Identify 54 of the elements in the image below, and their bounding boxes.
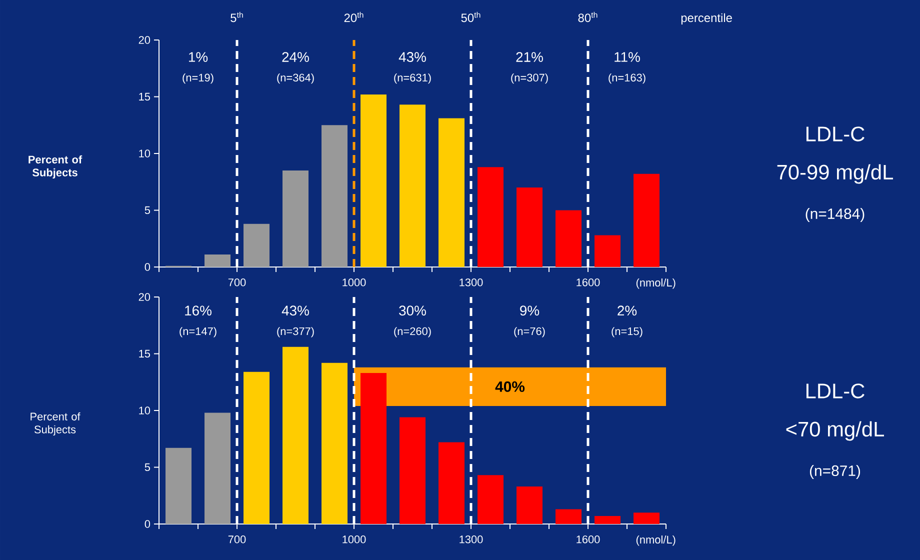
x-tick-label: 1600: [576, 278, 600, 286]
y-tick-label: 0: [144, 263, 150, 271]
annotation: 21%: [516, 52, 543, 62]
x-tick-label: 1300: [460, 278, 483, 286]
x-tick-label: 700: [228, 278, 246, 286]
y-tick-label: 5: [144, 463, 150, 472]
text: (n=1484): [806, 208, 864, 222]
text: LDL-C: [806, 126, 864, 142]
x-tick-label: 1300: [460, 536, 483, 544]
y-tick-label: 15: [139, 350, 150, 358]
annotation: (n=364): [277, 73, 314, 84]
band-label: 40%: [495, 381, 525, 392]
x-tick-label: 1000: [342, 278, 366, 286]
annotation: 9%: [520, 306, 540, 316]
annotation: 11%: [614, 52, 640, 62]
ref-line-label: 20$^{th}$: [344, 12, 364, 22]
annotation: 16%: [185, 306, 212, 316]
annotation: (n=147): [180, 327, 216, 338]
annotation: (n=631): [394, 73, 431, 84]
annotation: (n=307): [511, 73, 548, 84]
y-tick-label: 10: [139, 406, 150, 414]
annotation: 43%: [282, 306, 309, 316]
annotation: 30%: [399, 306, 426, 316]
y-tick-label: 0: [144, 520, 150, 528]
text: 70-99 mg/dL: [777, 164, 894, 184]
y-tick-label: 10: [139, 150, 150, 158]
annotation: (n=76): [514, 327, 545, 338]
text: <70 mg/dL: [786, 421, 884, 441]
ref-line-label: 50$^{th}$: [461, 12, 480, 22]
x-tick-label: 1000: [342, 536, 366, 544]
x-tick-label: 1600: [576, 536, 600, 544]
x-axis-title: (nmol/L): [636, 278, 676, 289]
annotation: (n=260): [394, 327, 431, 338]
annotation: 2%: [618, 306, 637, 316]
annotation: (n=377): [277, 327, 314, 338]
x-axis-title: (nmol/L): [636, 536, 676, 546]
y-axis-title: Percent of Subjects: [28, 155, 82, 179]
text: percentile: [681, 13, 732, 24]
y-tick-label: 5: [144, 206, 150, 214]
x-tick-label: 700: [228, 536, 246, 544]
y-tick-label: 15: [139, 92, 150, 101]
ref-line-label: 80$^{th}$: [578, 12, 598, 22]
y-tick-label: 20: [138, 36, 150, 44]
annotation: 1%: [188, 52, 208, 62]
annotation: 43%: [398, 52, 426, 62]
y-axis-title: Percent of Subjects: [30, 412, 80, 436]
annotation: (n=163): [608, 73, 646, 84]
annotation: 24%: [282, 52, 309, 62]
text: (n=871): [810, 465, 860, 479]
y-tick-label: 20: [138, 293, 150, 301]
text: LDL-C: [806, 384, 864, 398]
ref-line-label: 5$^{th}$: [230, 12, 243, 22]
annotation: (n=15): [612, 327, 642, 338]
annotation: (n=19): [182, 73, 214, 84]
